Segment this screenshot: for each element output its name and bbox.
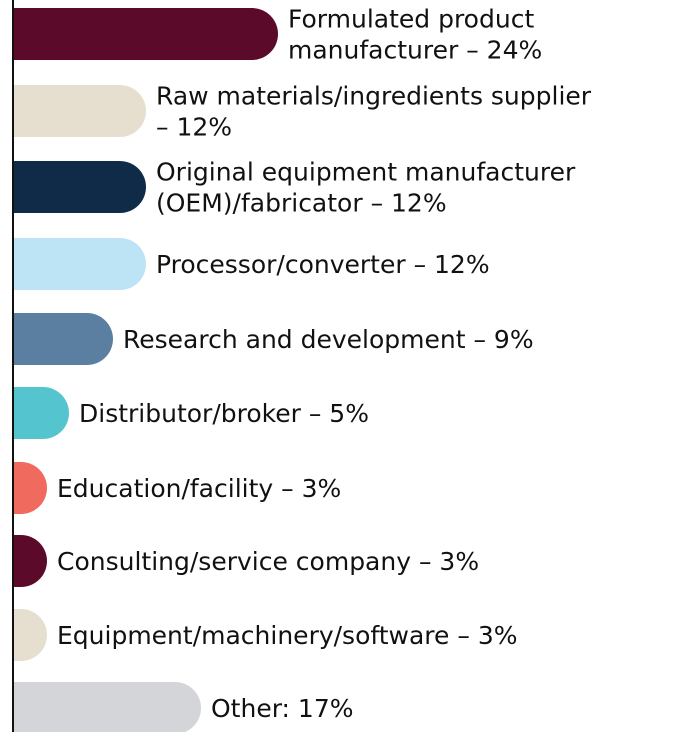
category-label-5: Distributor/broker – 5% — [79, 399, 369, 428]
category-label-7: Consulting/service company – 3% — [57, 547, 479, 576]
bars-group — [14, 8, 278, 732]
bar-4 — [14, 313, 113, 365]
category-label-4: Research and development – 9% — [123, 325, 534, 354]
category-label-2-line-1: (OEM)/fabricator – 12% — [156, 188, 447, 217]
labels-group: Formulated product manufacturer – 24% Raw … — [57, 4, 592, 723]
category-label-9-line-0: Other: 17% — [211, 694, 353, 723]
category-label-0-line-0: Formulated product — [288, 4, 534, 33]
category-label-4-line-0: Research and development – 9% — [123, 325, 534, 354]
category-label-2: Original equipment manufacturer (OEM)/fab… — [156, 157, 576, 217]
bar-8 — [14, 609, 47, 661]
category-label-3: Processor/converter – 12% — [156, 250, 490, 279]
category-label-1: Raw materials/ingredients supplier – 12% — [156, 81, 592, 141]
category-label-9: Other: 17% — [211, 694, 353, 723]
bar-1 — [14, 85, 146, 137]
bar-5 — [14, 387, 69, 439]
category-label-8-line-0: Equipment/machinery/software – 3% — [57, 621, 517, 650]
category-label-5-line-0: Distributor/broker – 5% — [79, 399, 369, 428]
bar-0 — [14, 8, 278, 60]
category-label-6: Education/facility – 3% — [57, 474, 341, 503]
bar-2 — [14, 161, 146, 213]
bar-6 — [14, 462, 47, 514]
bar-9 — [14, 682, 201, 732]
category-label-3-line-0: Processor/converter – 12% — [156, 250, 490, 279]
category-label-0: Formulated product manufacturer – 24% — [288, 4, 542, 64]
bar-7 — [14, 535, 47, 587]
category-label-6-line-0: Education/facility – 3% — [57, 474, 341, 503]
category-label-0-line-1: manufacturer – 24% — [288, 35, 542, 64]
bar-3 — [14, 238, 146, 290]
category-label-2-line-0: Original equipment manufacturer — [156, 157, 576, 186]
category-label-1-line-0: Raw materials/ingredients supplier — [156, 81, 592, 110]
category-label-1-line-1: – 12% — [156, 112, 232, 141]
category-label-7-line-0: Consulting/service company – 3% — [57, 547, 479, 576]
category-label-8: Equipment/machinery/software – 3% — [57, 621, 517, 650]
